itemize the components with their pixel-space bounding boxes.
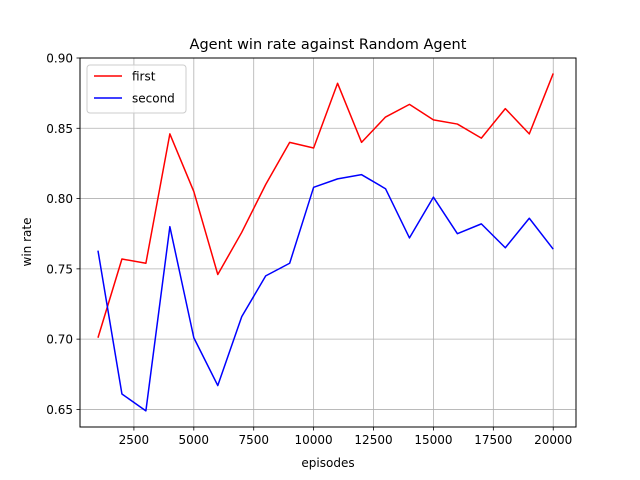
series-layer [97, 73, 554, 412]
series-line-first [97, 73, 554, 338]
x-tick-label: 12500 [354, 433, 392, 447]
x-tick-label: 10000 [295, 433, 333, 447]
y-tick-label: 0.85 [46, 122, 73, 136]
y-tick-label: 0.80 [46, 192, 73, 206]
y-tick-label: 0.90 [46, 52, 73, 66]
y-axis-label: win rate [20, 218, 34, 267]
y-axis-ticks: 0.65 0.70 0.75 0.80 0.85 0.90 [46, 52, 80, 417]
x-axis-ticks: 2500 5000 7500 10000 12500 15000 17500 20000 [119, 427, 572, 447]
y-tick-label: 0.65 [46, 403, 73, 417]
x-tick-label: 20000 [534, 433, 572, 447]
y-tick-label: 0.75 [46, 262, 73, 276]
series-line-second [97, 173, 554, 412]
x-tick-label: 2500 [119, 433, 150, 447]
x-tick-label: 17500 [474, 433, 512, 447]
legend-label-second: second [132, 92, 175, 106]
chart-title: Agent win rate against Random Agent [190, 37, 467, 53]
y-tick-label: 0.70 [46, 333, 73, 347]
legend: first second [86, 64, 187, 114]
x-axis-label: episodes [301, 456, 354, 470]
legend-box [86, 64, 187, 114]
x-tick-label: 15000 [414, 433, 452, 447]
plot-area-frame [79, 57, 577, 428]
legend-label-first: first [132, 70, 156, 84]
x-tick-label: 5000 [179, 433, 210, 447]
x-tick-label: 7500 [238, 433, 269, 447]
